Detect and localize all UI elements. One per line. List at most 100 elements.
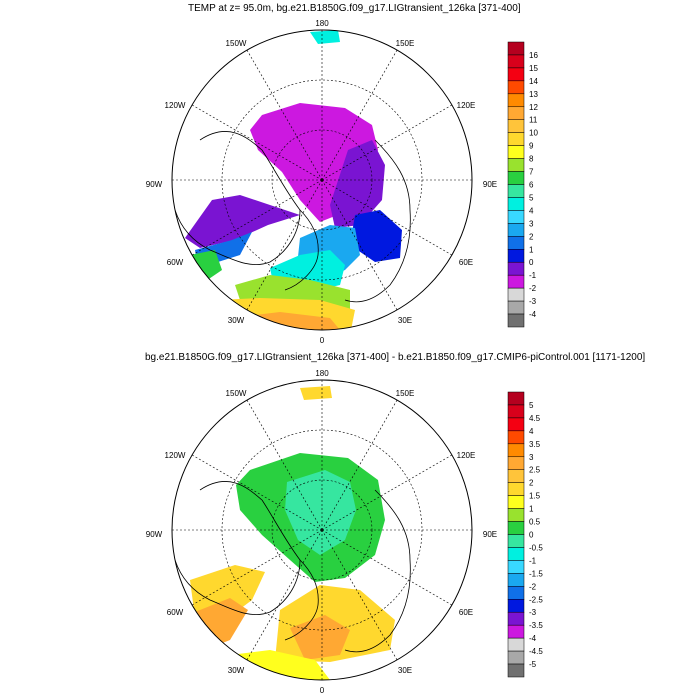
colorbar-swatch: [507, 274, 525, 289]
panel-1: 180 150E 120E 90E 60E 30E 0 30W 60W 90W 120W 150W 16…: [146, 19, 539, 345]
polar-map-1: 180150E120E90E60E30E030W60W90W120W150W16…: [146, 19, 539, 345]
colorbar-swatch: [507, 80, 525, 95]
colorbar-label: -3.5: [529, 621, 543, 630]
central-arctic-fill: [285, 470, 356, 555]
north-america-coast: [174, 481, 301, 616]
baffin-fill: [190, 565, 265, 618]
colorbar-label: 0: [529, 258, 534, 267]
meridian-line: [321, 529, 398, 661]
colorbar-label: 13: [529, 90, 538, 99]
longitude-label: 30E: [398, 666, 412, 675]
nordic-orange: [290, 615, 350, 660]
meridian-line: [321, 399, 398, 531]
colorbar-swatch: [507, 469, 525, 483]
barents-fill: [350, 210, 402, 262]
longitude-label: 90W: [146, 180, 163, 189]
colorbar-swatch: [507, 119, 525, 133]
colorbar-label: -2.5: [529, 595, 543, 604]
colorbar-swatch: [507, 391, 525, 406]
colorbar-label: 3: [529, 219, 534, 228]
north-america-coast: [174, 131, 301, 266]
longitude-label: 180: [315, 19, 329, 28]
longitude-label: 60W: [167, 608, 184, 617]
colorbar-label: 2: [529, 479, 534, 488]
longitude-label: 120E: [457, 101, 476, 110]
colorbar-swatch: [507, 223, 525, 237]
eurasia-coast: [344, 489, 411, 653]
colorbar-swatch: [507, 611, 525, 626]
colorbar-swatch: [507, 573, 525, 587]
colorbar-swatch: [507, 236, 525, 250]
meridian-line: [191, 104, 323, 181]
colorbar-swatch: [507, 586, 525, 600]
colorbar-label: -2: [529, 582, 537, 591]
colorbar-label: 11: [529, 116, 538, 125]
colorbar-label: 5: [529, 401, 534, 410]
colorbar-label: 15: [529, 64, 538, 73]
colorbar-swatch: [507, 197, 525, 211]
map-border: [171, 29, 473, 331]
colorbar-label: -2: [529, 284, 537, 293]
longitude-label: 0: [320, 686, 325, 695]
colorbar-label: 4: [529, 427, 534, 436]
longitude-label: 90E: [483, 530, 497, 539]
meridian-line: [321, 454, 453, 531]
meridian-line: [246, 49, 323, 181]
baffin-fill: [185, 195, 300, 248]
colorbar-swatch: [507, 599, 525, 613]
colorbar-label: 6: [529, 181, 534, 190]
colorbar-swatch: [507, 650, 525, 665]
colorbar-swatch: [507, 93, 525, 108]
longitude-label: 60E: [459, 258, 473, 267]
meridian-line: [246, 529, 323, 661]
colorbar-swatch: [507, 430, 525, 445]
longitude-label: 120W: [165, 101, 186, 110]
colorbar-label: -5: [529, 660, 537, 669]
meridian-line: [321, 179, 453, 256]
colorbar-swatch: [507, 132, 525, 146]
colorbar-label: 14: [529, 77, 538, 86]
meridian-line: [246, 399, 323, 531]
colorbar-label: -3: [529, 297, 537, 306]
colorbar-swatch: [507, 287, 525, 302]
longitude-label: 30W: [228, 316, 245, 325]
colorbar-swatch: [507, 210, 525, 224]
colorbar-swatch: [507, 184, 525, 198]
colorbar-label: 8: [529, 155, 534, 164]
longitude-label: 30E: [398, 316, 412, 325]
longitude-label: 150W: [226, 389, 247, 398]
colorbar-label: -4: [529, 310, 537, 319]
coastlines: [174, 131, 411, 303]
meridian-line: [321, 104, 453, 181]
meridian-line: [191, 529, 323, 606]
colorbar-swatch: [507, 145, 525, 159]
longitude-label: 150W: [226, 39, 247, 48]
colorbar-swatch: [507, 404, 525, 419]
colorbar-label: -3: [529, 608, 537, 617]
coastlines: [174, 481, 411, 653]
colorbar-label: 7: [529, 168, 534, 177]
colorbar-swatch: [507, 508, 525, 522]
bering-fill: [300, 386, 332, 400]
colorbar-swatch: [507, 443, 525, 458]
colorbar-label: 10: [529, 129, 538, 138]
longitude-label: 60W: [167, 258, 184, 267]
colorbar-swatch: [507, 637, 525, 652]
colorbar: 5 4.5 4 3.5 3 2.5 2 1.5 1 0.5 0 -0.5 -1 -1.5 -2 -2.5 -3 -…: [507, 391, 543, 678]
meridian-line: [191, 454, 323, 531]
graticule: [172, 30, 472, 330]
colorbar-label: 16: [529, 51, 538, 60]
colorbar-swatch: [507, 534, 525, 548]
meridian-line: [321, 49, 398, 181]
colorbar-swatch: [507, 261, 525, 276]
graticule: [172, 380, 472, 680]
colorbar-label: -1: [529, 556, 537, 565]
longitude-label: 90E: [483, 180, 497, 189]
meridian-line: [246, 179, 323, 311]
longitude-label: 0: [320, 336, 325, 345]
colorbar-label: 12: [529, 103, 538, 112]
colorbar-swatch: [507, 417, 525, 432]
colorbar-label: -4: [529, 634, 537, 643]
colorbar-label: 3.5: [529, 440, 541, 449]
